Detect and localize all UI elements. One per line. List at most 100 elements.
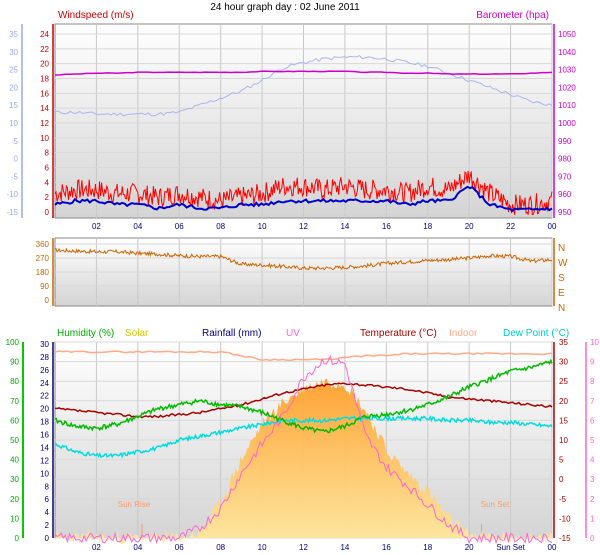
barometer-tick-label: 960 xyxy=(558,190,572,199)
windspeed-tick-label: 18 xyxy=(40,75,49,84)
rainfall-tick-label: 26 xyxy=(40,366,49,375)
windspeed-tick-label: 12 xyxy=(40,119,49,128)
humidity-tick-label: 10 xyxy=(10,514,19,523)
multi-time-label: 10 xyxy=(258,543,267,552)
windspeed-tick-label: 10 xyxy=(40,134,49,143)
temperature-tick-label: 25 xyxy=(559,377,568,386)
windspeed-tick-label: 20 xyxy=(40,60,49,69)
legend-humidity: Humidity (%) xyxy=(57,328,114,339)
uv-tick-label: 8 xyxy=(590,377,595,386)
dewpoint-line xyxy=(54,414,553,459)
uv-tick-label: 4 xyxy=(590,456,595,465)
humidity-line xyxy=(54,358,553,434)
wind-time-label: 02 xyxy=(92,222,101,231)
multi-time-label: 20 xyxy=(465,543,474,552)
wind-time-label: 10 xyxy=(258,222,267,231)
windspeed-tick-label: 2 xyxy=(45,193,50,202)
rainfall-tick-label: 18 xyxy=(40,418,49,427)
wind-outer-tick-label: -10 xyxy=(6,190,18,199)
direction-tick-label: 360 xyxy=(36,240,50,249)
wind-average-line xyxy=(54,185,553,213)
wind-time-label: 12 xyxy=(299,222,308,231)
multi-time-label: 12 xyxy=(299,543,308,552)
humidity-tick-label: 70 xyxy=(10,397,19,406)
rainfall-tick-label: 28 xyxy=(40,353,49,362)
humidity-tick-label: 40 xyxy=(10,456,19,465)
wind-outer-tick-label: 10 xyxy=(9,119,18,128)
barometer-tick-label: 1020 xyxy=(558,83,576,92)
uv-tick-label: 9 xyxy=(590,358,595,367)
wind-time-label: 14 xyxy=(340,222,349,231)
direction-tick-label: 270 xyxy=(36,254,50,263)
compass-label: W xyxy=(558,258,568,269)
sun-rise-label: Sun Rise xyxy=(118,500,151,509)
barometer-tick-label: 1040 xyxy=(558,48,576,57)
rainfall-tick-label: 22 xyxy=(40,392,49,401)
rainfall-tick-label: 8 xyxy=(45,482,50,491)
barometer-tick-label: 1000 xyxy=(558,119,576,128)
multi-panel-ticks: 35302520151050-5-10-15100908070605040302… xyxy=(6,338,600,552)
windspeed-tick-label: 4 xyxy=(45,178,50,187)
legend-dewpoint: Dew Point (°C) xyxy=(503,328,569,339)
multi-time-label: 16 xyxy=(382,543,391,552)
windspeed-tick-label: 0 xyxy=(45,208,50,217)
direction-tick-label: 180 xyxy=(36,268,50,277)
temperature-tick-label: -10 xyxy=(559,514,571,523)
rainfall-tick-label: 24 xyxy=(40,379,49,388)
windspeed-tick-label: 24 xyxy=(40,30,49,39)
rainfall-tick-label: 0 xyxy=(45,534,50,543)
wind-outer-tick-label: 0 xyxy=(14,155,19,164)
multi-panel-legend: Humidity (%) Solar Rainfall (mm) UV Temp… xyxy=(57,328,569,339)
compass-label: N xyxy=(558,303,565,314)
compass-label: E xyxy=(558,288,565,299)
wind-time-label: 20 xyxy=(465,222,474,231)
sun-set-label: Sun Set xyxy=(481,500,510,509)
humidity-tick-label: 0 xyxy=(15,534,20,543)
direction-tick-label: 0 xyxy=(45,296,50,305)
windspeed-axis-label: Windspeed (m/s) xyxy=(58,10,134,21)
rainfall-tick-label: 10 xyxy=(40,469,49,478)
humidity-tick-label: 100 xyxy=(6,338,20,347)
humidity-tick-label: 80 xyxy=(10,377,19,386)
uv-tick-label: 10 xyxy=(590,338,599,347)
barometer-tick-label: 950 xyxy=(558,208,572,217)
multi-time-label: 14 xyxy=(340,543,349,552)
barometer-tick-label: 1050 xyxy=(558,30,576,39)
multi-time-label: 06 xyxy=(175,543,184,552)
temperature-tick-label: -15 xyxy=(559,534,571,543)
uv-tick-label: 7 xyxy=(590,397,595,406)
barometer-tick-label: 1010 xyxy=(558,101,576,110)
rainfall-tick-label: 20 xyxy=(40,405,49,414)
wind-time-label: 16 xyxy=(382,222,391,231)
wind-outer-tick-label: 30 xyxy=(9,48,18,57)
temperature-tick-label: 15 xyxy=(559,416,568,425)
rainfall-tick-label: 14 xyxy=(40,443,49,452)
uv-tick-label: 2 xyxy=(590,495,595,504)
rainfall-tick-label: 30 xyxy=(40,340,49,349)
wind-time-label: 06 xyxy=(175,222,184,231)
compass-label: N xyxy=(558,243,565,254)
wind-direction-line xyxy=(54,247,553,271)
rainfall-tick-label: 16 xyxy=(40,431,49,440)
temperature-tick-label: 20 xyxy=(559,397,568,406)
wind-time-label: 00 xyxy=(548,222,557,231)
barometer-axis-label: Barometer (hpa) xyxy=(476,10,549,21)
multi-time-label: 04 xyxy=(133,543,142,552)
uv-tick-label: 1 xyxy=(590,514,595,523)
windspeed-tick-label: 8 xyxy=(45,149,50,158)
temperature-tick-label: 35 xyxy=(559,338,568,347)
temperature-tick-label: 30 xyxy=(559,358,568,367)
rainfall-tick-label: 6 xyxy=(45,495,50,504)
wind-time-label: 04 xyxy=(133,222,142,231)
legend-temperature: Temperature (°C) xyxy=(360,328,437,339)
wind-outer-tick-label: 35 xyxy=(9,30,18,39)
barometer-tick-label: 1030 xyxy=(558,66,576,75)
wind-panel-ticks: 24222018161412108642035302520151050-5-10… xyxy=(6,30,576,231)
windspeed-tick-label: 16 xyxy=(40,89,49,98)
direction-panel-grid xyxy=(55,238,553,306)
windspeed-tick-label: 22 xyxy=(40,45,49,54)
legend-indoor: Indoor xyxy=(449,328,478,339)
legend-rainfall: Rainfall (mm) xyxy=(202,328,261,339)
rainfall-tick-label: 2 xyxy=(45,521,50,530)
multi-time-label: 00 xyxy=(548,543,557,552)
